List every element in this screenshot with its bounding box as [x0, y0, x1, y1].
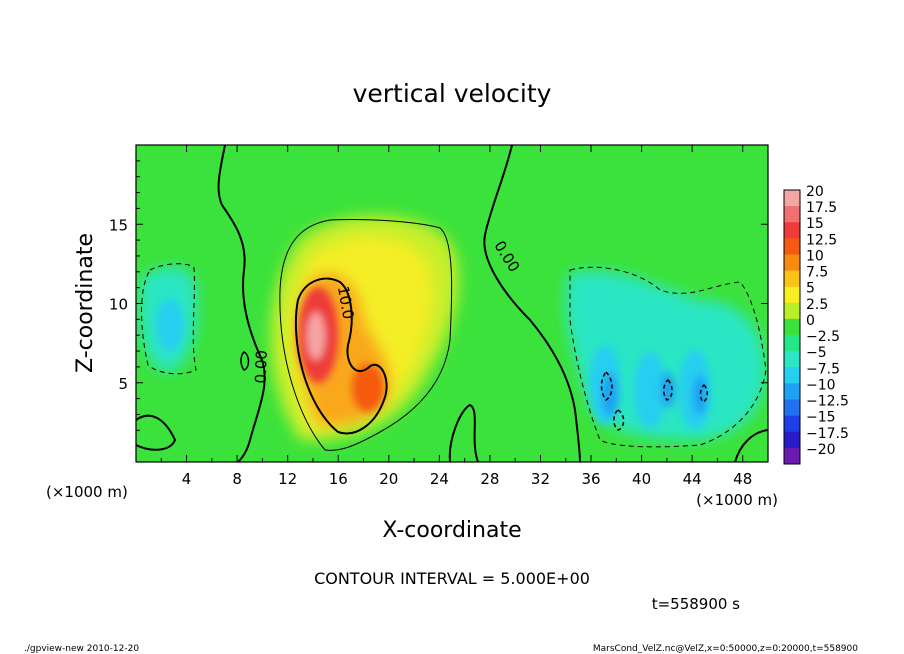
colorbar-swatch — [784, 351, 800, 368]
colorbar-label: −7.5 — [806, 361, 840, 377]
contour-neg-five-left — [141, 263, 197, 375]
colorbar-swatch — [784, 447, 800, 465]
updraft-lobe — [352, 364, 384, 412]
x-tick-label: 48 — [733, 470, 752, 488]
colorbar-swatch — [784, 286, 800, 304]
colorbar-label: −5 — [806, 345, 827, 361]
colorbar-swatch — [784, 238, 800, 255]
footer-left: ./gpview-new 2010-12-20 — [24, 644, 139, 654]
updraft-core-peak — [307, 312, 325, 360]
contour-neg-ten-b — [613, 409, 625, 431]
colorbar-swatch — [784, 270, 800, 288]
x-tick-label: 32 — [531, 470, 550, 488]
contour-zero-bottom-mid — [448, 403, 479, 462]
downdraft-right-e — [661, 372, 675, 408]
colorbar-swatch — [784, 335, 800, 352]
colorbar-label: 0 — [806, 313, 815, 329]
footer-right: MarsCond_VelZ.nc@VelZ,x=0:50000,z=0:2000… — [593, 644, 858, 654]
contour-zero-left — [217, 145, 266, 462]
colorbar-swatch — [784, 383, 800, 401]
colorbar-swatch — [784, 190, 800, 207]
contour-zero-bottom-left — [136, 414, 177, 451]
colorbar-label: 17.5 — [806, 200, 837, 216]
colorbar-swatch — [784, 399, 800, 417]
colorbar-label: 2.5 — [806, 297, 828, 313]
y-axis: 5 10 15 — [109, 160, 768, 447]
colorbar-label: 7.5 — [806, 265, 828, 281]
y-axis-label: Z-coordinate — [73, 233, 98, 373]
downdraft-right-b — [634, 352, 666, 428]
x-axis-label: X-coordinate — [382, 518, 521, 543]
x-unit-left: (×1000 m) — [46, 483, 128, 501]
contour-zero-small — [240, 351, 250, 371]
colorbar-label: −17.5 — [806, 426, 849, 442]
colorbar-label: 12.5 — [806, 232, 837, 248]
x-tick-label: 8 — [232, 470, 242, 488]
y-tick-label: 10 — [109, 296, 128, 314]
x-unit-right: (×1000 m) — [696, 491, 778, 509]
contour-interval-note: CONTOUR INTERVAL = 5.000E+00 — [314, 569, 590, 588]
chart-title: vertical velocity — [353, 79, 552, 108]
heatmap-field — [136, 145, 768, 462]
colorbar-label: −2.5 — [806, 329, 840, 345]
contour-neg-ten-a — [600, 370, 613, 402]
x-tick-label: 24 — [430, 470, 449, 488]
x-tick-label: 28 — [480, 470, 499, 488]
colorbar-label: 15 — [806, 216, 824, 232]
downdraft-left-core — [156, 299, 184, 351]
colorbar-label: −12.5 — [806, 394, 849, 410]
colorbar-swatch — [784, 206, 800, 223]
x-tick-label: 44 — [683, 470, 702, 488]
x-tick-label: 36 — [581, 470, 600, 488]
colorbar: 2017.51512.5107.552.50−2.5−5−7.5−10−12.5… — [783, 184, 849, 465]
colorbar-frame — [783, 189, 801, 465]
y-tick-label: 15 — [109, 216, 128, 234]
contour-label: 10.0 — [334, 285, 358, 321]
colorbar-swatch — [784, 431, 800, 449]
colorbar-swatch — [784, 254, 800, 272]
x-tick-label: 12 — [278, 470, 297, 488]
colorbar-swatch — [784, 318, 800, 336]
colorbar-swatch — [784, 302, 800, 320]
colorbar-swatch — [784, 367, 800, 384]
x-tick-label: 16 — [329, 470, 348, 488]
contour-five — [279, 218, 453, 451]
contour-lines — [136, 145, 768, 462]
colorbar-label: −10 — [806, 377, 836, 393]
x-tick-label: 40 — [632, 470, 651, 488]
time-stamp: t=558900 s — [652, 595, 740, 613]
colorbar-label: 20 — [806, 184, 824, 200]
y-tick-label: 5 — [118, 375, 128, 393]
colorbar-label: 10 — [806, 248, 824, 264]
contour-label: 0.00 — [252, 350, 271, 384]
contour-neg-ten-c — [663, 378, 673, 401]
downdraft-right-f — [693, 375, 707, 415]
colorbar-label: −15 — [806, 410, 836, 426]
contour-zero-right — [483, 145, 581, 462]
contour-zero-bottom-right — [734, 429, 768, 462]
colorbar-label: −20 — [806, 442, 836, 458]
colorbar-swatch — [784, 415, 800, 433]
x-tick-label: 20 — [379, 470, 398, 488]
x-tick-label: 4 — [182, 470, 192, 488]
colorbar-swatch — [784, 222, 800, 239]
x-axis: 4 8 12 16 20 24 28 32 36 40 44 48 — [160, 145, 752, 488]
colorbar-label: 5 — [806, 281, 815, 297]
contour-ten — [294, 277, 388, 435]
